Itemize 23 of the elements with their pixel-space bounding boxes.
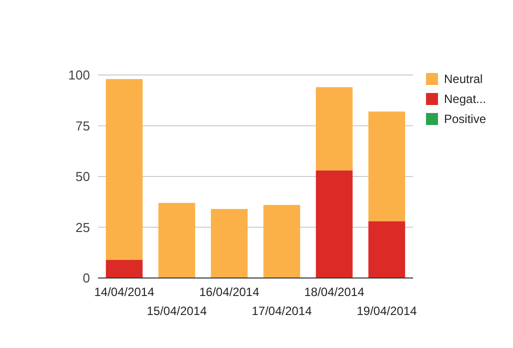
bar bbox=[106, 79, 143, 260]
legend-label: Positive bbox=[444, 112, 486, 126]
bar bbox=[210, 208, 248, 278]
bar bbox=[368, 221, 406, 278]
x-tick-label: 17/04/2014 bbox=[252, 304, 312, 318]
x-tick-label: 15/04/2014 bbox=[146, 304, 208, 318]
bar bbox=[368, 112, 406, 222]
bar bbox=[316, 170, 353, 278]
bar bbox=[316, 87, 353, 170]
x-tick-label: 19/04/2014 bbox=[356, 304, 418, 318]
x-tick-label: 18/04/2014 bbox=[304, 285, 365, 299]
legend-label: Neutral bbox=[444, 72, 483, 86]
x-tick-label: 14/04/2014 bbox=[94, 285, 155, 299]
x-tick-label: 16/04/2014 bbox=[199, 285, 260, 299]
y-tick-label: 75 bbox=[76, 118, 90, 134]
bar bbox=[158, 202, 196, 278]
y-tick-label: 50 bbox=[76, 169, 90, 184]
bar bbox=[106, 260, 143, 278]
y-tick-label: 0 bbox=[82, 270, 90, 286]
legend-label: Negat... bbox=[444, 92, 486, 106]
y-tick-label: 25 bbox=[76, 220, 90, 235]
y-tick-label: 100 bbox=[68, 68, 90, 83]
bar bbox=[263, 204, 300, 278]
